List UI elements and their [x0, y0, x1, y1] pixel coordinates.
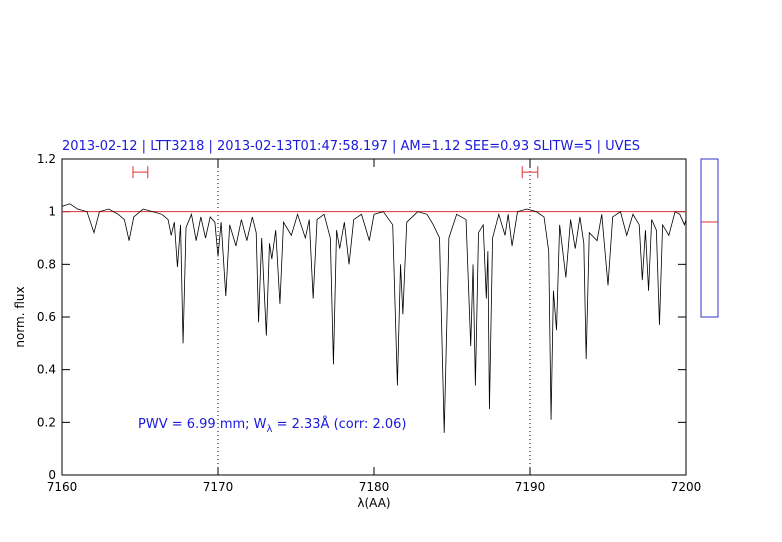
spectrum-line [61, 203, 687, 433]
y-tick-label: 0.8 [37, 257, 56, 271]
annotation: PWV = 6.99 mm; Wλ = 2.33Å (corr: 2.06) [138, 416, 407, 435]
range-marker [132, 166, 149, 179]
chart-title: 2013-02-12 | LTT3218 | 2013-02-13T01:47:… [62, 139, 640, 154]
y-tick-label: 0 [48, 468, 56, 482]
y-tick-label: 1.2 [37, 152, 56, 166]
y-axis-label: norm. flux [13, 286, 27, 347]
annotation-sub: λ [267, 424, 273, 435]
x-tick-label: 7190 [515, 480, 546, 494]
y-tick-label: 0.6 [37, 310, 56, 324]
annotation-text: PWV = 6.99 mm; W [138, 417, 267, 432]
y-tick-label: 1 [48, 205, 56, 219]
range-marker [521, 166, 539, 179]
y-tick-label: 0.4 [37, 363, 56, 377]
x-tick-label: 7160 [47, 480, 78, 494]
x-tick-label: 7180 [359, 480, 390, 494]
x-tick-label: 7170 [203, 480, 234, 494]
x-tick-label: 7200 [671, 480, 702, 494]
side-box [700, 158, 719, 318]
annotation-text: = 2.33Å (corr: 2.06) [272, 416, 406, 432]
x-axis-label: λ(AA) [357, 496, 390, 510]
y-tick-label: 0.2 [37, 415, 56, 429]
